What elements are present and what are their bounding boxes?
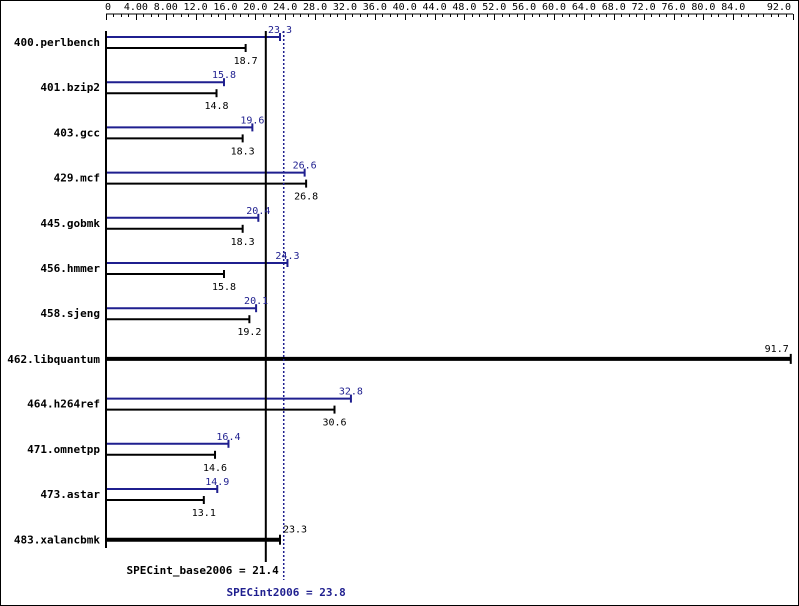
bar-peak-label: 19.6 xyxy=(240,115,264,126)
x-tick-label: 4.00 xyxy=(124,2,148,13)
bar-base-label: 14.8 xyxy=(204,101,228,112)
bar-base-label: 19.2 xyxy=(237,327,261,338)
benchmark-label: 403.gcc xyxy=(54,126,100,139)
labels: 400.perlbench 23.3 18.7 401.bzip2 15.8 14.8 40… xyxy=(7,25,788,599)
x-tick-label: 44.0 xyxy=(423,2,447,13)
benchmark-label: 483.xalancbmk xyxy=(14,534,100,547)
bar-base-label: 13.1 xyxy=(192,508,216,519)
x-tick-label: 12.0 xyxy=(184,2,208,13)
benchmark-label: 473.astar xyxy=(40,488,100,501)
x-tick-label: 32.0 xyxy=(333,2,357,13)
bar-peak-label: 14.9 xyxy=(205,477,229,488)
benchmark-label: 458.sjeng xyxy=(40,307,100,320)
benchmark-label: 456.hmmer xyxy=(40,262,100,275)
bar-peak-label: 20.4 xyxy=(246,206,270,217)
reference-lines xyxy=(105,31,285,580)
bar-base-label: 14.6 xyxy=(203,463,227,474)
x-tick-label: 52.0 xyxy=(482,2,506,13)
benchmark-label: 462.libquantum xyxy=(7,353,100,366)
x-tick-label: 84.0 xyxy=(721,2,745,13)
x-tick-label: 64.0 xyxy=(572,2,596,13)
benchmark-label: 471.omnetpp xyxy=(27,443,100,456)
benchmark-label: 401.bzip2 xyxy=(40,81,100,94)
bar-peak-label: 20.1 xyxy=(244,296,268,307)
summary-base-label: SPECint_base2006 = 21.4 xyxy=(126,564,279,577)
bars xyxy=(106,33,792,545)
bar-base-label: 18.3 xyxy=(231,237,255,248)
summary-peak-label: SPECint2006 = 23.8 xyxy=(227,586,346,599)
x-tick-label: 56.0 xyxy=(512,2,536,13)
x-tick-label: 28.0 xyxy=(303,2,327,13)
bar-base-label: 26.8 xyxy=(294,192,318,203)
bar-base-label: 30.6 xyxy=(322,418,346,429)
bar-peak-label: 26.6 xyxy=(293,161,317,172)
x-tick-label: 76.0 xyxy=(661,2,685,13)
x-tick-label: 92.0 xyxy=(767,2,791,13)
bar-peak-label: 16.4 xyxy=(216,432,240,443)
bar-base-label: 18.7 xyxy=(234,56,258,67)
benchmark-label: 464.h264ref xyxy=(27,398,100,411)
x-tick-label: 48.0 xyxy=(452,2,476,13)
x-tick-label: 0 xyxy=(105,2,111,13)
x-axis: 0 4.00 8.00 12.0 16.0 20.0 24.0 28.0 32.0 36.0 40.… xyxy=(105,2,794,20)
x-tick-label: 72.0 xyxy=(632,2,656,13)
benchmark-label: 400.perlbench xyxy=(14,36,100,49)
x-tick-label: 80.0 xyxy=(691,2,715,13)
benchmark-label: 445.gobmk xyxy=(40,217,100,230)
x-tick-label: 24.0 xyxy=(273,2,297,13)
bar-value-label: 23.3 xyxy=(283,525,307,536)
bar-base-label: 18.3 xyxy=(231,146,255,157)
x-tick-label: 60.0 xyxy=(542,2,566,13)
x-tick-label: 8.00 xyxy=(154,2,178,13)
x-tick-label: 40.0 xyxy=(393,2,417,13)
bar-peak-label: 24.3 xyxy=(275,251,299,262)
x-tick-label: 68.0 xyxy=(602,2,626,13)
bar-peak-label: 23.3 xyxy=(268,25,292,36)
x-tick-label: 20.0 xyxy=(243,2,267,13)
bar-peak-label: 32.8 xyxy=(339,387,363,398)
x-tick-label: 16.0 xyxy=(213,2,237,13)
bar-value-label: 91.7 xyxy=(765,344,789,355)
x-tick-label: 36.0 xyxy=(363,2,387,13)
bar-peak-label: 15.8 xyxy=(212,70,236,81)
benchmark-label: 429.mcf xyxy=(54,172,100,185)
bar-base-label: 15.8 xyxy=(212,282,236,293)
